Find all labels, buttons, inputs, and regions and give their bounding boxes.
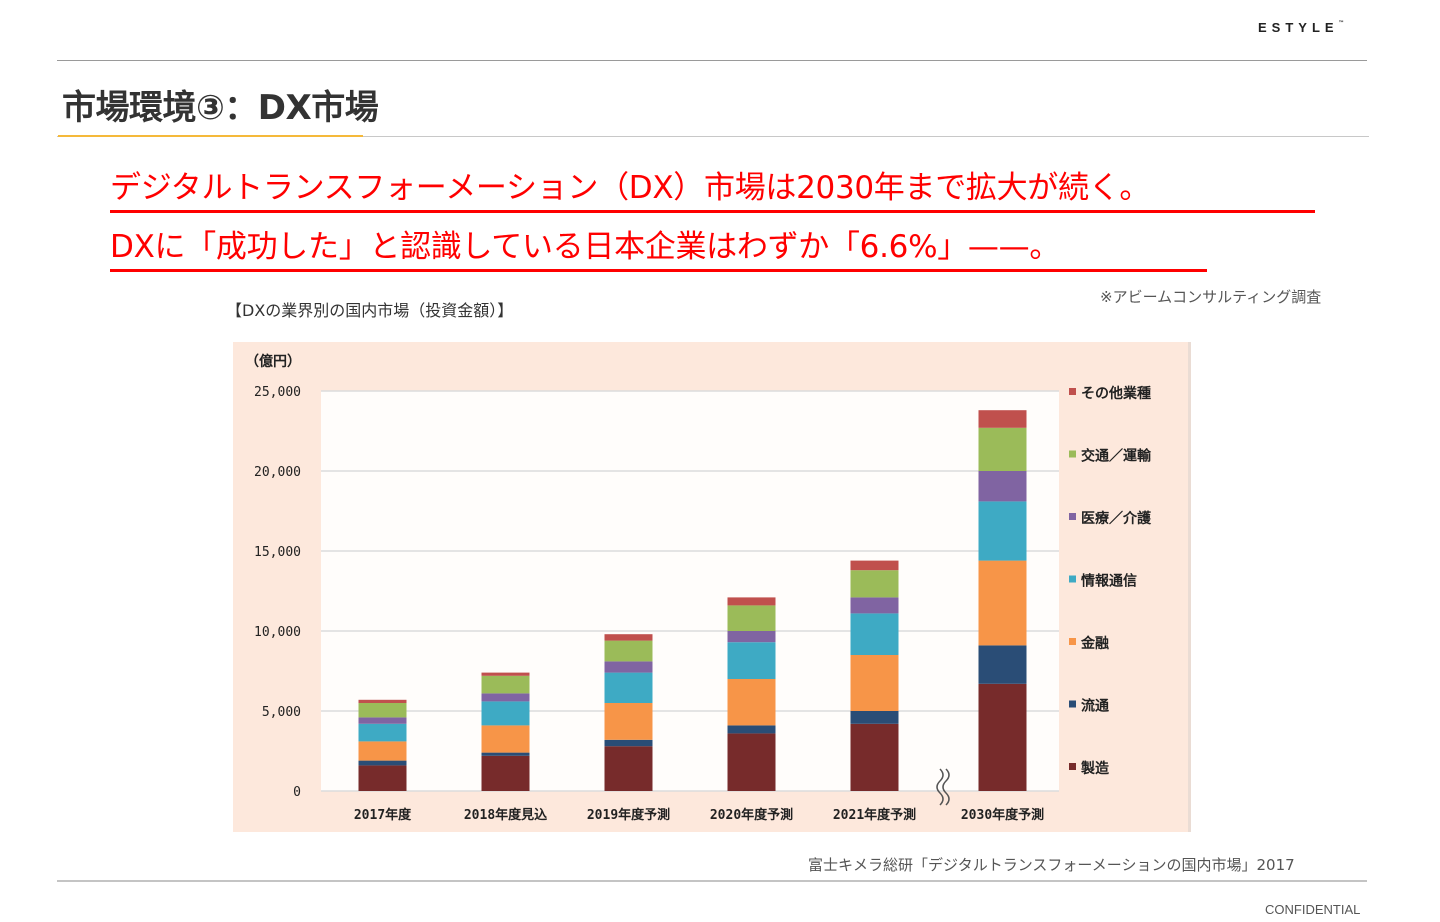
axis-break-mark — [942, 768, 950, 806]
chart-container: （億円） 0 5,000 10,000 15,000 20,000 25,000 2017年… — [233, 342, 1191, 832]
bar-segment — [481, 672, 530, 676]
bar-segment — [850, 711, 899, 724]
bar-segment — [850, 597, 899, 614]
bar-segment — [850, 655, 899, 711]
header-divider — [57, 60, 1367, 61]
bar-segment — [727, 642, 776, 679]
bar-segment — [481, 752, 530, 756]
legend-swatch — [1069, 450, 1076, 458]
estyle-logo: ESTYLE™ — [1258, 20, 1344, 35]
bar-segment — [481, 693, 530, 702]
legend-label: 製造 — [1080, 760, 1109, 777]
source-citation: 富士キメラ総研「デジタルトランスフォーメーションの国内市場」2017 — [808, 856, 1295, 874]
bar-segment — [358, 717, 407, 724]
legend-label: 金融 — [1080, 635, 1109, 652]
logo-text: ESTYLE — [1258, 20, 1339, 35]
bar-segment — [727, 631, 776, 643]
bar-segment — [481, 755, 530, 791]
bar-segment — [358, 741, 407, 761]
bar-segment — [604, 703, 653, 740]
x-tick-label: 2021年度予測 — [833, 807, 916, 823]
y-tick-label: 0 — [293, 785, 301, 800]
bar-segment — [481, 701, 530, 726]
x-tick-label: 2018年度見込 — [464, 807, 548, 823]
y-tick-label: 5,000 — [262, 705, 301, 720]
plot-area — [321, 391, 1059, 791]
bar-segment — [727, 725, 776, 734]
headline-dx-success-rate: DXに「成功した」と認識している日本企業はわずか「6.6%」——。 — [110, 225, 1207, 272]
axis-break-mark — [936, 768, 944, 806]
confidential-label: CONFIDENTIAL — [1265, 902, 1361, 917]
headline-market-growth: デジタルトランスフォーメーション（DX）市場は2030年まで拡大が続く。 — [110, 166, 1315, 213]
legend-label: その他業種 — [1081, 385, 1151, 402]
bar-segment — [850, 560, 899, 571]
bar-segment — [978, 501, 1027, 561]
y-tick-label: 25,000 — [254, 385, 301, 400]
x-tick-label: 2017年度 — [354, 807, 412, 823]
x-tick-label: 2030年度予測 — [961, 807, 1044, 823]
legend-swatch — [1069, 700, 1076, 708]
legend-label: 情報通信 — [1081, 573, 1137, 590]
bar-segment — [358, 765, 407, 791]
legend-label: 交通／運輸 — [1081, 448, 1152, 465]
bar-segment — [358, 699, 407, 703]
trademark-mark: ™ — [1338, 20, 1344, 26]
bar-segment — [978, 427, 1027, 471]
bar-segment — [358, 760, 407, 766]
footer-divider — [57, 880, 1367, 882]
bar-segment — [604, 661, 653, 673]
title-accent-bar — [58, 135, 363, 137]
bar-segment — [604, 672, 653, 703]
bar-segment — [978, 683, 1027, 791]
legend-swatch — [1069, 763, 1076, 770]
y-tick-label: 20,000 — [254, 465, 301, 480]
chart-box-edge — [1188, 342, 1191, 832]
x-tick-label: 2019年度予測 — [587, 807, 670, 823]
bar-segment — [604, 739, 653, 747]
bar-segment — [850, 570, 899, 598]
bar-segment — [604, 746, 653, 791]
bar-segment — [978, 471, 1027, 502]
x-tick-label: 2020年度予測 — [710, 807, 793, 823]
bar-segment — [604, 640, 653, 662]
chart-caption: 【DXの業界別の国内市場（投資金額）】 — [226, 301, 514, 320]
y-axis-unit-label: （億円） — [245, 353, 301, 370]
survey-note: ※アビームコンサルティング調査 — [1100, 288, 1322, 306]
page-title: 市場環境③：DX市場 — [62, 88, 379, 128]
bar-segment — [978, 645, 1027, 684]
y-tick-label: 10,000 — [254, 625, 301, 640]
bar-segment — [727, 597, 776, 606]
legend-label: 医療／介護 — [1081, 510, 1152, 527]
legend-swatch — [1069, 388, 1076, 395]
legend-label: 流通 — [1081, 698, 1109, 715]
bar-segment — [850, 723, 899, 791]
bar-segment — [850, 613, 899, 655]
legend-swatch — [1069, 638, 1076, 645]
bar-segment — [358, 703, 407, 718]
bar-segment — [358, 723, 407, 742]
bar-segment — [727, 679, 776, 726]
bar-segment — [604, 634, 653, 641]
bar-segment — [727, 733, 776, 791]
bar-segment — [727, 605, 776, 631]
bar-segment — [481, 725, 530, 753]
legend-swatch — [1069, 513, 1076, 520]
y-tick-label: 15,000 — [254, 545, 301, 560]
bar-segment — [978, 560, 1027, 646]
title-divider — [57, 136, 1369, 137]
stacked-bar-chart: （億円） 0 5,000 10,000 15,000 20,000 25,000 2017年… — [245, 342, 1191, 832]
bar-segment — [481, 675, 530, 694]
bar-segment — [978, 410, 1027, 428]
legend-swatch — [1069, 575, 1076, 583]
